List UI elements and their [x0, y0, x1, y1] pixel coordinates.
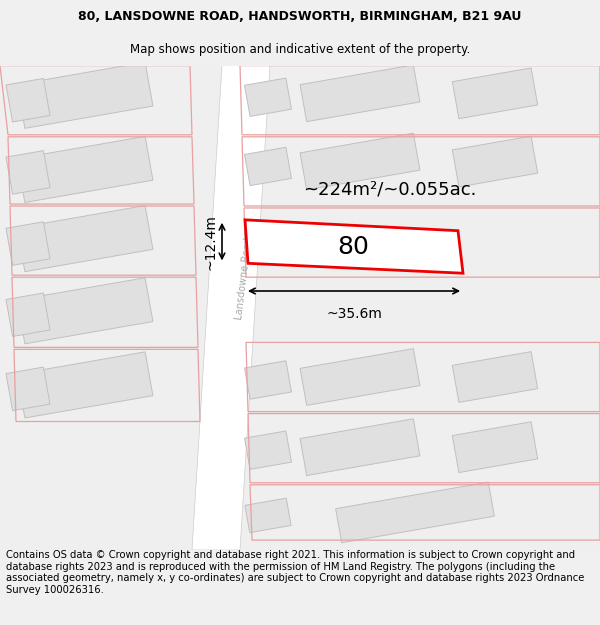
Polygon shape: [245, 78, 292, 116]
Text: Lansdowne Road: Lansdowne Road: [234, 236, 254, 320]
Polygon shape: [6, 79, 50, 122]
Polygon shape: [6, 293, 50, 336]
Polygon shape: [245, 431, 292, 469]
Polygon shape: [452, 68, 538, 119]
Polygon shape: [6, 222, 50, 266]
Text: ~224m²/~0.055ac.: ~224m²/~0.055ac.: [304, 180, 476, 198]
Polygon shape: [6, 151, 50, 194]
Polygon shape: [245, 220, 463, 273]
Polygon shape: [17, 136, 153, 202]
Text: ~12.4m: ~12.4m: [203, 214, 217, 269]
Polygon shape: [452, 136, 538, 187]
Polygon shape: [452, 352, 538, 402]
Text: 80: 80: [338, 235, 370, 259]
Polygon shape: [335, 482, 494, 542]
Polygon shape: [17, 278, 153, 344]
Text: Contains OS data © Crown copyright and database right 2021. This information is : Contains OS data © Crown copyright and d…: [6, 550, 584, 595]
Polygon shape: [192, 66, 270, 550]
Polygon shape: [245, 498, 291, 532]
Polygon shape: [300, 65, 420, 122]
Polygon shape: [452, 422, 538, 472]
Text: 80, LANSDOWNE ROAD, HANDSWORTH, BIRMINGHAM, B21 9AU: 80, LANSDOWNE ROAD, HANDSWORTH, BIRMINGH…: [79, 10, 521, 23]
Polygon shape: [300, 133, 420, 190]
Polygon shape: [17, 352, 153, 418]
Polygon shape: [6, 367, 50, 411]
Text: ~35.6m: ~35.6m: [326, 307, 382, 321]
Polygon shape: [17, 206, 153, 272]
Text: Map shows position and indicative extent of the property.: Map shows position and indicative extent…: [130, 42, 470, 56]
Polygon shape: [17, 62, 153, 128]
Polygon shape: [0, 66, 600, 550]
Polygon shape: [245, 361, 292, 399]
Polygon shape: [300, 349, 420, 406]
Polygon shape: [245, 148, 292, 186]
Polygon shape: [300, 419, 420, 476]
